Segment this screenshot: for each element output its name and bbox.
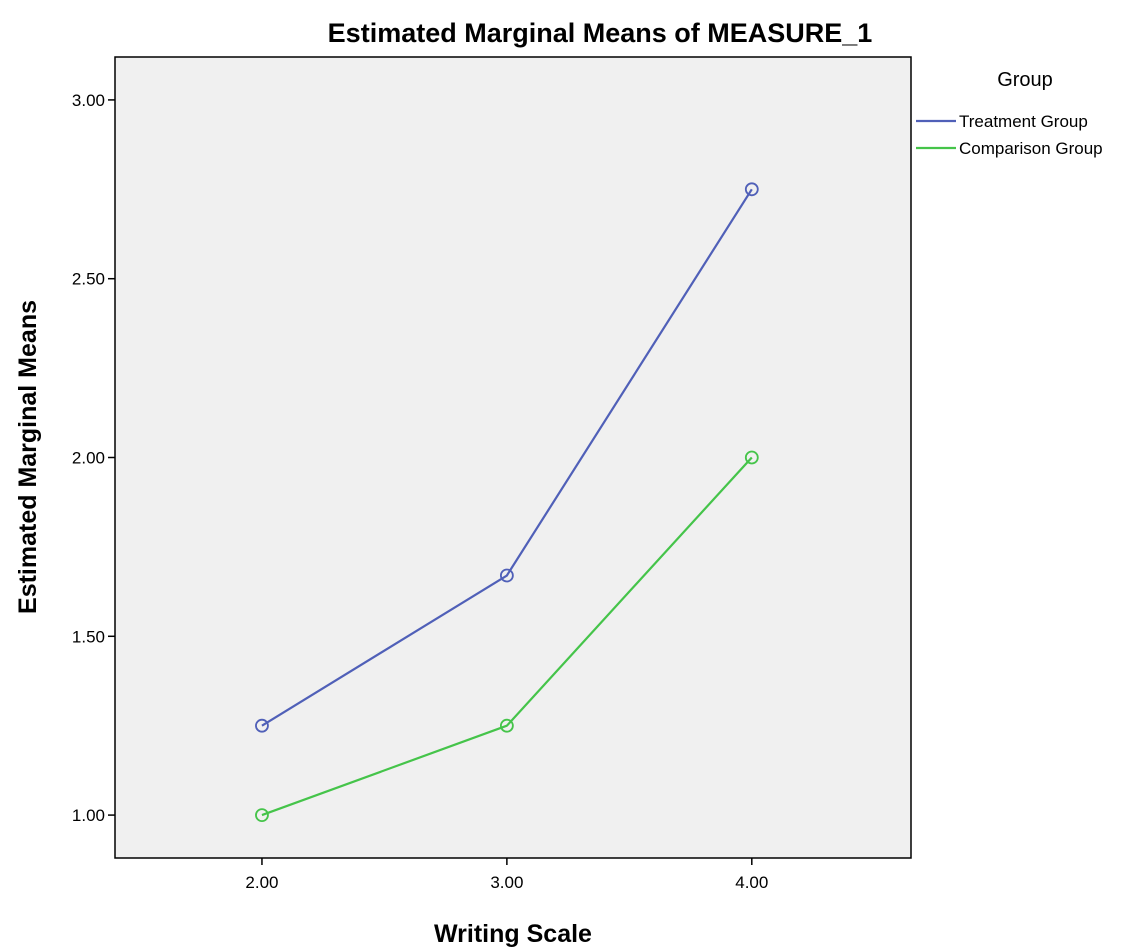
x-axis: 2.00 3.00 4.00: [245, 858, 768, 892]
y-tick-label: 2.50: [72, 270, 105, 289]
y-tick-label: 1.50: [72, 627, 105, 646]
series-line-1: [261, 456, 753, 817]
x-tick-label: 2.00: [245, 873, 278, 892]
y-tick-label: 2.00: [72, 449, 105, 468]
x-tick-label: 3.00: [490, 873, 523, 892]
series-0-point: [744, 182, 759, 197]
legend: Group Treatment Group Comparison Group: [916, 69, 1103, 158]
series-layer: [255, 182, 759, 822]
plot-area: [114, 56, 912, 859]
y-tick-label: 3.00: [72, 91, 105, 110]
chart-title: Estimated Marginal Means of MEASURE_1: [328, 18, 873, 48]
series-0-point: [499, 568, 514, 583]
y-axis: 1.00 1.50 2.00 2.50 3.00: [72, 91, 115, 825]
series-1-point: [499, 718, 514, 733]
series-1-point: [255, 808, 269, 822]
legend-label-0: Treatment Group: [959, 112, 1088, 131]
y-axis-title: Estimated Marginal Means: [14, 300, 42, 614]
y-tick-label: 1.00: [72, 806, 105, 825]
series-line-0: [261, 188, 753, 727]
legend-label-1: Comparison Group: [959, 139, 1103, 158]
series-0-point: [255, 718, 269, 733]
series-1-point: [744, 450, 759, 465]
x-axis-title: Writing Scale: [434, 920, 592, 948]
legend-title: Group: [997, 69, 1053, 91]
x-tick-label: 4.00: [735, 873, 768, 892]
